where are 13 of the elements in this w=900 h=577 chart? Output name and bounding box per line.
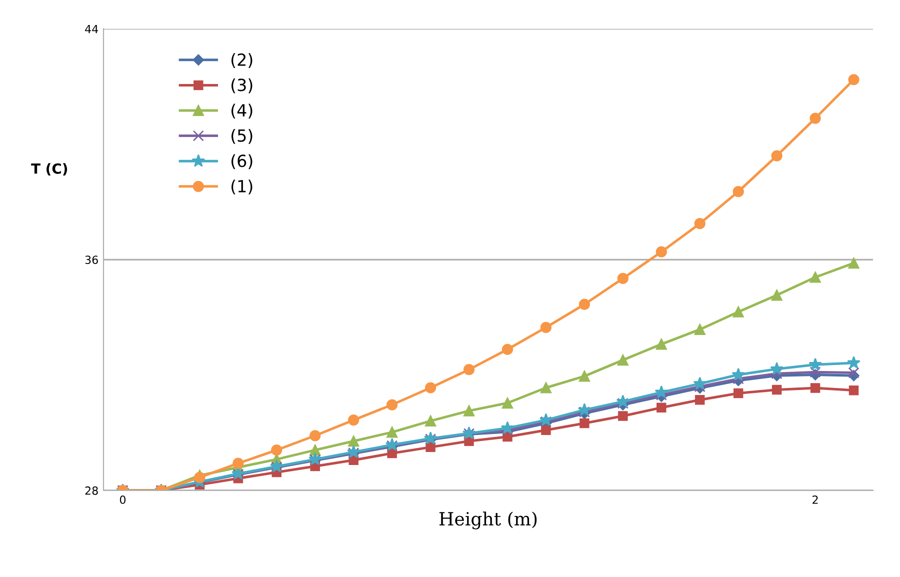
x-tick-label: 2 xyxy=(812,496,818,504)
y-tick-label: 28 xyxy=(85,486,98,495)
legend-label: (6) xyxy=(231,154,252,170)
x-axis-title: Height (m) xyxy=(439,512,537,530)
y-axis-title: T (C) xyxy=(31,163,68,176)
legend-label: (2) xyxy=(231,53,252,68)
legend-label: (3) xyxy=(231,78,252,94)
legend-label: (4) xyxy=(231,104,252,119)
legend-label: (5) xyxy=(231,128,252,144)
y-tick-label: 36 xyxy=(85,256,98,264)
y-tick-label: 44 xyxy=(85,24,98,34)
x-tick-label: 0 xyxy=(120,496,126,504)
legend-label: (1) xyxy=(231,180,252,194)
